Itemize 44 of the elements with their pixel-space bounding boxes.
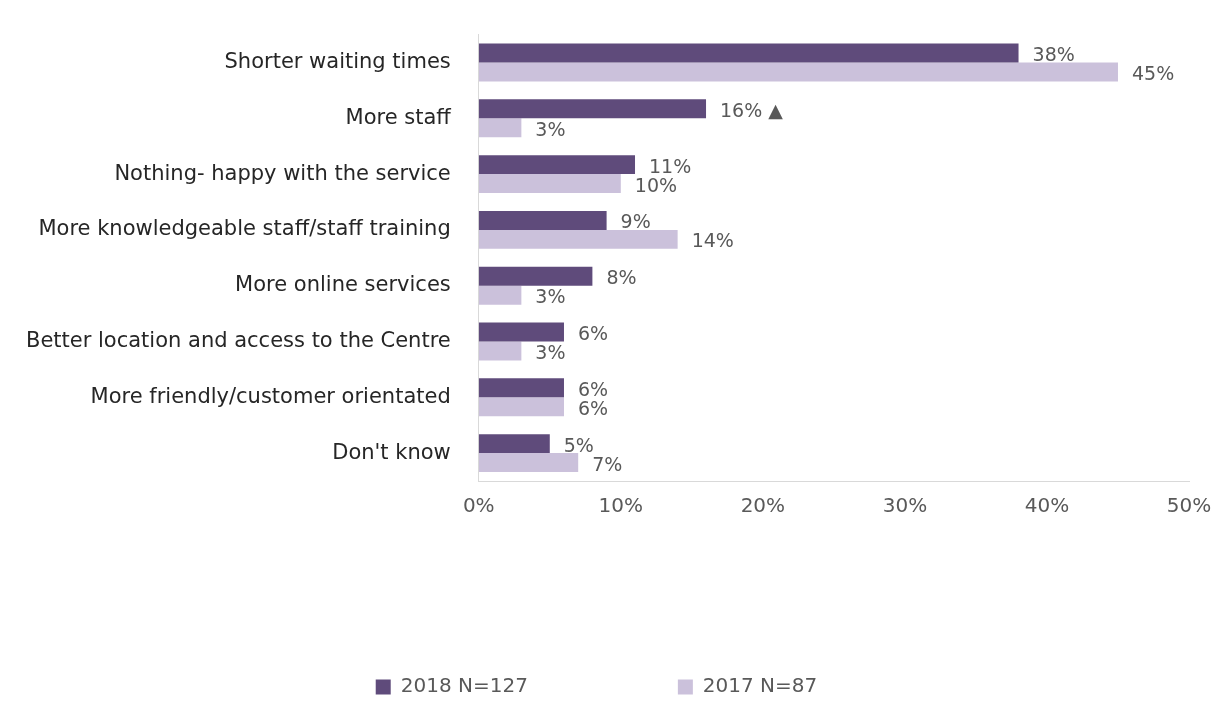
bar: [478, 210, 607, 230]
bar: [478, 43, 1019, 63]
data-label: 14%: [691, 229, 734, 252]
x-tick-label: 40%: [1024, 493, 1070, 518]
data-label: 45%: [1131, 61, 1175, 84]
bar: [478, 378, 564, 398]
x-tick-label: 0%: [462, 493, 495, 518]
bar: [478, 118, 522, 138]
y-tick-label: More knowledgeable staff/staff training: [38, 216, 451, 241]
data-label: 38%: [1032, 42, 1075, 65]
bar: [478, 341, 522, 361]
y-tick-label: Nothing- happy with the service: [114, 160, 451, 185]
x-tick-label: 30%: [882, 493, 928, 518]
y-tick-label: More staff: [345, 104, 452, 129]
bar: [478, 434, 550, 454]
bar: [478, 285, 522, 305]
y-tick-label: Shorter waiting times: [224, 48, 451, 73]
data-label: 6%: [577, 321, 609, 344]
y-tick-label: More friendly/customer orientated: [90, 383, 451, 408]
data-label: 9%: [620, 210, 651, 233]
legend-label: 2017 N=87: [702, 673, 818, 698]
bar: [478, 99, 707, 119]
bar: [478, 155, 636, 175]
bar: [478, 62, 1118, 82]
data-label: 7%: [592, 452, 623, 475]
data-label: 3%: [535, 340, 566, 363]
x-tick-label: 20%: [740, 493, 786, 518]
y-tick-label: Better location and access to the Centre: [25, 327, 451, 352]
bar: [478, 229, 678, 249]
legend-label: 2018 N=127: [400, 673, 528, 698]
bar: [478, 397, 564, 417]
y-tick-label: More online services: [235, 272, 451, 297]
x-tick-label: 50%: [1166, 493, 1212, 518]
bar: [478, 453, 579, 473]
x-tick-label: 10%: [598, 493, 644, 518]
data-label: 3%: [535, 285, 566, 308]
y-tick-label: Don't know: [332, 439, 451, 464]
bar: [478, 266, 593, 286]
bar: [478, 322, 564, 342]
data-label: 16% ▲: [720, 98, 784, 121]
data-label: 3%: [535, 117, 566, 140]
bar: [478, 174, 621, 194]
data-label: 5%: [563, 433, 594, 456]
data-label: 8%: [606, 266, 637, 289]
